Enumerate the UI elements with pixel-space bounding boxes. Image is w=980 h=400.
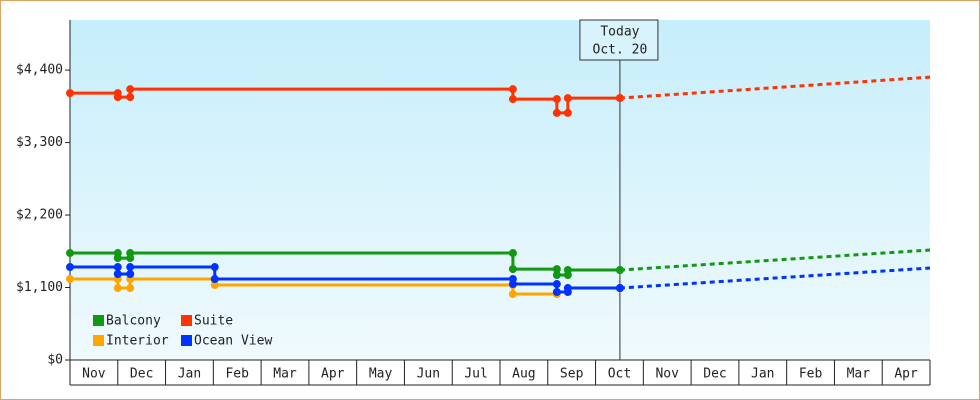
- point: [508, 280, 517, 289]
- x-tick-label: Jan: [178, 367, 201, 382]
- legend-label: Interior: [106, 334, 169, 349]
- x-tick-label: Oct: [608, 367, 631, 382]
- plot-area: [70, 20, 930, 360]
- point: [113, 254, 122, 263]
- today-date: Oct. 20: [593, 43, 648, 58]
- point: [126, 249, 135, 258]
- x-tick-label: Dec: [130, 367, 153, 382]
- corner-dot: [126, 93, 135, 102]
- corner-dot: [126, 284, 135, 293]
- corner-dot: [508, 249, 517, 258]
- x-tick-label: Feb: [799, 367, 823, 382]
- point: [66, 275, 74, 284]
- step-line: [70, 277, 557, 296]
- corner-dot: [552, 95, 561, 104]
- legend-label: Suite: [194, 314, 233, 329]
- forecast-line: [619, 75, 931, 100]
- today-box: [579, 19, 659, 61]
- x-tick-label: Mar: [273, 367, 297, 382]
- legend-swatch: [93, 335, 104, 346]
- point: [66, 89, 74, 98]
- point: [113, 270, 122, 279]
- x-tick-label: Jan: [751, 367, 774, 382]
- y-tick-label: $3,300: [16, 135, 63, 150]
- point: [563, 94, 572, 103]
- y-tick-label: $1,100: [16, 280, 63, 295]
- x-tick-label: Sep: [560, 367, 584, 382]
- legend-swatch: [181, 335, 192, 346]
- x-tick-label: Jul: [464, 367, 487, 382]
- corner-dot: [563, 108, 572, 117]
- point: [552, 288, 561, 296]
- point: [126, 263, 135, 272]
- x-tick-label: May: [369, 367, 393, 382]
- corner-dot: [508, 85, 517, 94]
- corner-dot: [552, 265, 561, 274]
- x-tick-label: Apr: [894, 367, 918, 382]
- x-tick-label: Dec: [703, 367, 726, 382]
- x-tick-label: Apr: [321, 367, 345, 382]
- corner-dot: [552, 280, 561, 289]
- y-tick-label: $0: [47, 353, 63, 368]
- x-tick-label: Nov: [82, 367, 106, 382]
- legend-label: Balcony: [106, 314, 161, 329]
- corner-dot: [113, 263, 122, 272]
- point: [210, 275, 219, 284]
- x-tick-label: Mar: [847, 367, 871, 382]
- point: [126, 85, 135, 94]
- point: [66, 249, 74, 258]
- legend-swatch: [93, 315, 104, 326]
- point: [113, 284, 122, 293]
- x-tick-label: Aug: [512, 367, 535, 382]
- x-tick-label: Feb: [225, 367, 249, 382]
- point: [563, 266, 572, 275]
- today-label: Today: [600, 25, 639, 40]
- x-tick-label: Nov: [655, 367, 679, 382]
- corner-dot: [126, 270, 135, 279]
- y-tick-label: $4,400: [16, 63, 63, 78]
- y-tick-label: $2,200: [16, 208, 63, 223]
- point: [508, 95, 517, 104]
- x-tick-label: Jun: [417, 367, 440, 382]
- corner-dot: [210, 263, 219, 272]
- point: [66, 263, 74, 272]
- point: [113, 93, 122, 102]
- point: [563, 284, 572, 293]
- legend-swatch: [181, 315, 192, 326]
- legend-label: Ocean View: [194, 334, 272, 349]
- point: [552, 271, 561, 279]
- point: [508, 265, 517, 274]
- forecast-line: [619, 248, 931, 272]
- point: [210, 281, 219, 290]
- forecast-line: [619, 266, 931, 290]
- point: [508, 290, 517, 299]
- point: [552, 108, 561, 117]
